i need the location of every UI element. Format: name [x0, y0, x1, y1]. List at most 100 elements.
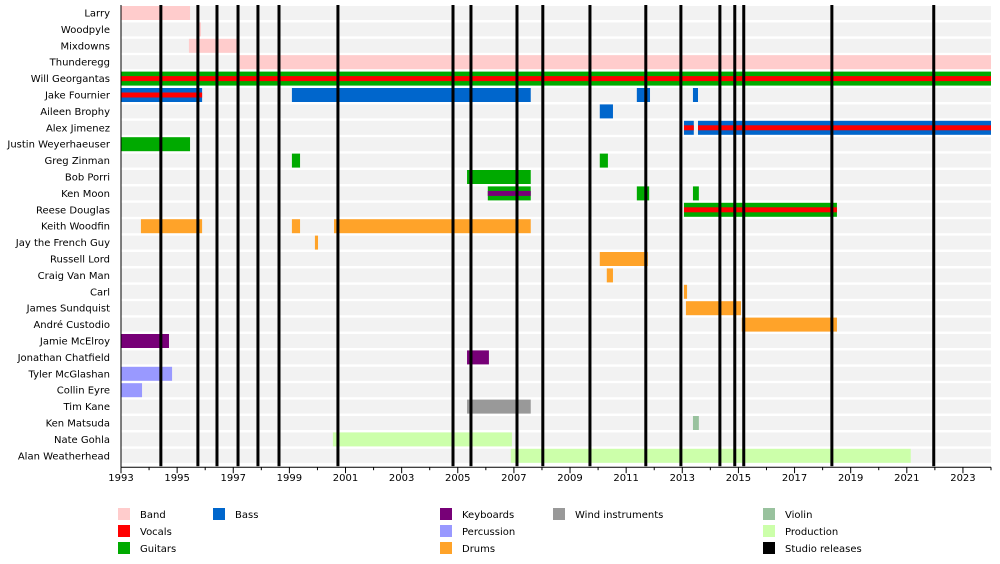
x-tick-label: 1997 [221, 473, 246, 484]
bar-drums [140, 219, 203, 234]
legend-label: Drums [462, 544, 495, 555]
x-tick-label: 2019 [838, 473, 863, 484]
x-tick-label: 2015 [726, 473, 751, 484]
studio-release-line [336, 5, 340, 467]
studio-release-line [469, 5, 473, 467]
bar-keyboards [467, 350, 489, 365]
row-label: Greg Zinman [45, 156, 111, 167]
bar-stripe-vocals [683, 207, 837, 213]
studio-release-line [718, 5, 722, 467]
studio-release-line [733, 5, 737, 467]
bar-stripe-keyboards [487, 190, 531, 196]
row-background [121, 317, 991, 332]
bar-guitars [291, 153, 301, 168]
bar-drums [291, 219, 301, 234]
bar-guitars [692, 186, 699, 201]
row-label: Carl [90, 287, 110, 298]
row-label: Alex Jimenez [46, 123, 110, 134]
studio-release-line [256, 5, 260, 467]
studio-release-line [451, 5, 455, 467]
row-background [121, 137, 991, 152]
row-label: Will Georgantas [31, 74, 110, 85]
legend-swatch [440, 542, 452, 554]
x-tick-label: 2001 [333, 473, 358, 484]
legend-label: Guitars [140, 544, 176, 555]
bar-violin [692, 416, 699, 430]
bar-percussion [121, 366, 173, 381]
row-background [121, 366, 991, 381]
studio-release-line [644, 5, 648, 467]
legend-label: Wind instruments [575, 510, 663, 521]
bar-stripe-vocals [698, 125, 991, 131]
x-tick-label: 2013 [670, 473, 695, 484]
studio-release-line [541, 5, 545, 467]
bar-production [332, 432, 512, 447]
bar-guitars [121, 137, 191, 152]
bar-wind-instruments [467, 399, 531, 414]
row-label: Mixdowns [60, 41, 110, 52]
legend-swatch [118, 508, 130, 520]
legend-swatch [553, 508, 565, 520]
studio-release-line [588, 5, 592, 467]
x-tick-label: 2011 [613, 473, 638, 484]
bar-keyboards [121, 334, 169, 348]
bar-bass [636, 88, 651, 102]
legend-swatch [118, 542, 130, 554]
x-tick-label: 1999 [277, 473, 302, 484]
row-background [121, 252, 991, 266]
x-tick-label: 1993 [108, 473, 133, 484]
row-background [121, 284, 991, 299]
x-tick-label: 2021 [894, 473, 919, 484]
row-background [121, 350, 991, 365]
row-label: Alan Weatherhead [18, 451, 110, 462]
row-label: Keith Woodfin [41, 222, 110, 233]
legend-label: Violin [785, 510, 812, 521]
bar-band [197, 22, 201, 37]
row-label: Nate Gohla [54, 435, 110, 446]
bar-percussion [121, 383, 143, 398]
row-background [121, 202, 991, 217]
row-background [121, 268, 991, 283]
bar-band [121, 6, 191, 20]
row-background [121, 235, 991, 250]
bar-stripe-vocals [121, 76, 991, 82]
row-background [121, 186, 991, 201]
x-tick-label: 2023 [950, 473, 975, 484]
x-tick-label: 2007 [501, 473, 526, 484]
studio-release-line [236, 5, 240, 467]
studio-release-line [742, 5, 746, 467]
studio-release-line [277, 5, 281, 467]
row-label: Thunderegg [49, 58, 110, 69]
row-background [121, 416, 991, 430]
x-tick-label: 2005 [445, 473, 470, 484]
row-label: Tim Kane [63, 402, 111, 413]
row-label: Jake Fournier [44, 91, 111, 102]
legend-swatch [440, 525, 452, 537]
bar-band [188, 38, 239, 53]
row-label: Craig Van Man [38, 271, 110, 282]
bar-drums [685, 301, 741, 316]
bar-drums [334, 219, 531, 234]
row-label: Tyler McGlashan [28, 369, 110, 380]
studio-release-line [196, 5, 200, 467]
legend-swatch [763, 525, 775, 537]
row-label: Justin Weyerhaeuser [6, 140, 110, 151]
row-background [121, 6, 991, 20]
bar-bass [599, 104, 613, 119]
bar-guitars [467, 170, 531, 184]
legend-label: Keyboards [462, 510, 514, 521]
x-tick-label: 1995 [164, 473, 189, 484]
bar-guitars [636, 186, 650, 201]
studio-release-line [830, 5, 834, 467]
legend-swatch [440, 508, 452, 520]
row-label: Ken Matsuda [46, 419, 110, 430]
bar-drums [606, 268, 613, 283]
studio-release-line [932, 5, 936, 467]
x-tick-label: 2017 [782, 473, 807, 484]
bar-production [510, 448, 911, 463]
legend-swatch [118, 525, 130, 537]
row-label: James Sundquist [26, 304, 110, 315]
row-label: Jamie McElroy [39, 337, 110, 348]
legend-swatch [763, 508, 775, 520]
